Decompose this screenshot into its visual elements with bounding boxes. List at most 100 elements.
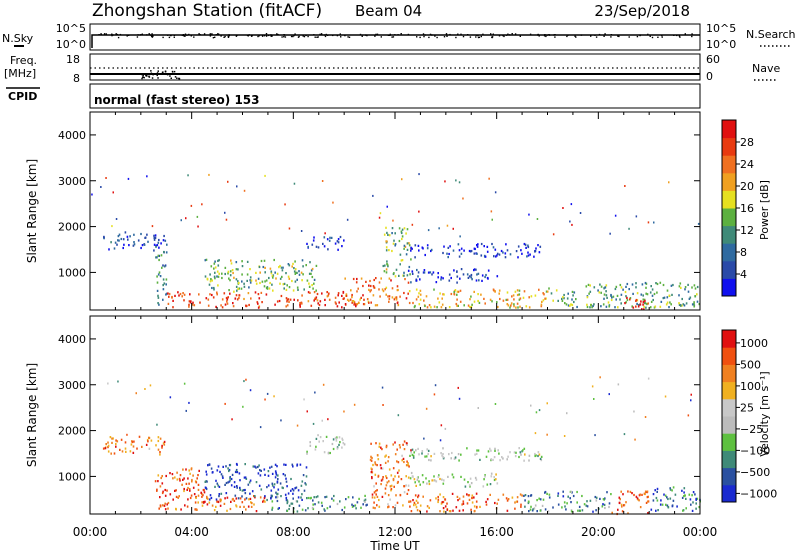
scatter-cell <box>696 285 699 289</box>
scatter-cell <box>268 276 270 280</box>
nave-dot <box>152 73 154 76</box>
nave-dot <box>145 74 147 77</box>
scatter-cell <box>401 178 403 181</box>
scatter-cell <box>124 231 127 234</box>
scatter-cell <box>384 455 386 458</box>
scatter-cell <box>146 438 149 442</box>
scatter-cell <box>444 498 447 501</box>
scatter-cell <box>183 293 186 296</box>
scatter-cell <box>207 464 209 467</box>
scatter-cell <box>501 456 503 459</box>
scatter-cell <box>115 442 117 446</box>
scatter-cell <box>346 298 349 301</box>
scatter-cell <box>290 477 292 481</box>
scatter-cell <box>396 471 399 474</box>
scatter-cell <box>197 483 200 486</box>
cpid-panel-frame <box>89 83 701 109</box>
colorbar-segment <box>722 208 736 227</box>
colorbar-segment <box>722 467 736 486</box>
scatter-cell <box>494 501 496 505</box>
scatter-cell <box>185 482 188 485</box>
scatter-cell <box>446 508 449 511</box>
nsky-dot <box>462 35 465 38</box>
freq-tick-top: 18 <box>66 53 80 66</box>
scatter-cell <box>182 478 184 481</box>
nsearch-tick-bottom: 10^0 <box>706 38 736 51</box>
scatter-cell <box>179 479 181 482</box>
scatter-cell <box>263 285 266 288</box>
scatter-cell <box>493 476 495 479</box>
scatter-cell <box>244 488 246 492</box>
scatter-cell <box>265 279 268 282</box>
scatter-cell <box>379 212 382 215</box>
nsky-dot <box>651 36 654 39</box>
scatter-cell <box>526 255 528 258</box>
scatter-cell <box>224 402 226 405</box>
scatter-cell <box>478 301 481 304</box>
scatter-cell <box>216 275 218 278</box>
scatter-cell <box>426 482 428 485</box>
scatter-cell <box>489 493 491 496</box>
scatter-cell <box>695 497 697 500</box>
scatter-cell <box>462 495 465 498</box>
scatter-cell <box>496 252 499 255</box>
scatter-cell <box>592 304 594 308</box>
scatter-cell <box>413 478 416 481</box>
scatter-cell <box>334 301 337 304</box>
scatter-cell <box>201 501 203 504</box>
scatter-cell <box>383 233 386 236</box>
scatter-cell <box>406 492 409 495</box>
scatter-cell <box>117 235 120 238</box>
scatter-cell <box>161 491 164 495</box>
scatter-cell <box>668 181 670 184</box>
scatter-cell <box>111 441 113 444</box>
scatter-cell <box>227 180 229 183</box>
scatter-cell <box>277 488 280 491</box>
scatter-cell <box>450 292 453 296</box>
scatter-cell <box>250 279 253 282</box>
scatter-cell <box>541 504 544 507</box>
scatter-cell <box>153 234 155 237</box>
scatter-cell <box>279 264 281 268</box>
scatter-cell <box>521 494 523 497</box>
scatter-cell <box>108 248 110 251</box>
scatter-cell <box>185 217 187 220</box>
nsky-tick-top: 10^5 <box>56 22 86 35</box>
nsky-dot <box>141 33 143 35</box>
scatter-cell <box>189 496 192 500</box>
scatter-cell <box>376 454 379 457</box>
scatter-cell <box>492 288 495 291</box>
nsky-dot <box>478 36 481 38</box>
scatter-cell <box>537 454 539 458</box>
scatter-cell <box>509 253 512 256</box>
scatter-cell <box>413 501 416 504</box>
scatter-cell <box>387 265 389 268</box>
scatter-cell <box>407 292 409 295</box>
scatter-cell <box>228 277 230 280</box>
scatter-cell <box>234 470 237 474</box>
date-title: 23/Sep/2018 <box>594 2 690 20</box>
nsky-dot <box>543 35 546 37</box>
scatter-cell <box>324 496 326 499</box>
scatter-cell <box>206 503 209 506</box>
scatter-cell <box>449 245 451 248</box>
scatter-cell <box>591 385 594 388</box>
scatter-cell <box>278 299 281 303</box>
scatter-cell <box>646 293 649 296</box>
scatter-cell <box>157 254 160 257</box>
scatter-cell <box>517 256 519 259</box>
scatter-cell <box>532 508 535 511</box>
scatter-cell <box>311 243 314 246</box>
scatter-cell <box>148 447 151 450</box>
scatter-cell <box>204 259 207 262</box>
scatter-cell <box>433 305 436 308</box>
scatter-cell <box>208 463 211 466</box>
scatter-cell <box>446 224 449 227</box>
scatter-cell <box>614 306 616 309</box>
scatter-cell <box>317 501 320 504</box>
scatter-cell <box>571 298 573 301</box>
scatter-cell <box>690 393 692 396</box>
scatter-cell <box>431 273 433 276</box>
